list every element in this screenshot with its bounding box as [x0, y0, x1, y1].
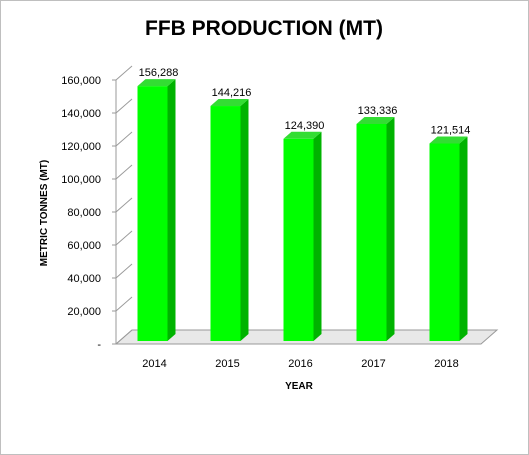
x-tick-label: 2016	[288, 358, 312, 370]
bar-side	[313, 131, 322, 341]
bars	[137, 79, 468, 341]
data-label: 133,336	[358, 105, 398, 117]
y-tick-label: 80,000	[67, 207, 101, 219]
y-tick-label: -	[97, 339, 101, 351]
data-label: 144,216	[212, 87, 252, 99]
bar-top	[283, 131, 322, 139]
y-tick-label: 120,000	[61, 141, 101, 153]
y-tick-mark	[115, 263, 133, 279]
bar-front	[137, 86, 168, 341]
data-label: 156,288	[139, 67, 179, 79]
bar-2015	[210, 99, 249, 341]
bar-side	[459, 136, 468, 341]
y-tick-mark	[115, 65, 133, 81]
bar-2018	[429, 136, 468, 341]
bar-side	[240, 99, 249, 341]
y-axis-label: METRIC TONNES (MT)	[39, 160, 50, 266]
y-tick-label: 40,000	[67, 273, 101, 285]
bar-top	[356, 116, 395, 124]
bar-side	[167, 79, 176, 341]
bar-top	[137, 79, 176, 87]
y-tick-label: 140,000	[61, 108, 101, 120]
bar-front	[356, 123, 387, 341]
y-tick-label: 60,000	[67, 240, 101, 252]
x-tick-label: 2018	[434, 358, 458, 370]
y-tick-mark	[115, 329, 133, 345]
x-axis-label: YEAR	[285, 381, 314, 392]
y-tick-mark	[115, 131, 133, 147]
bar-front	[429, 143, 460, 341]
data-label: 121,514	[431, 125, 471, 137]
bar-side	[386, 116, 395, 341]
y-tick-mark	[115, 197, 133, 213]
bar-top	[210, 99, 249, 107]
x-tick-label: 2017	[361, 358, 385, 370]
y-tick-label: 100,000	[61, 174, 101, 186]
bar-top	[429, 136, 468, 144]
x-tick-labels: 2014 2015 2016 2017 2018	[142, 358, 458, 370]
y-tick-mark	[115, 230, 133, 246]
bar-front	[210, 106, 241, 341]
y-tick-label: 160,000	[61, 75, 101, 87]
bar-front	[283, 138, 314, 341]
y-tick-label: 20,000	[67, 306, 101, 318]
x-tick-label: 2014	[142, 358, 166, 370]
y-tick-mark	[115, 296, 133, 312]
y-tick-labels: - 20,000 40,000 60,000 80,000 100,000 120,000 1…	[61, 65, 133, 351]
chart-title: FFB PRODUCTION (MT)	[145, 17, 383, 40]
data-labels: 156,288 144,216 124,390 133,336 121,514	[139, 67, 471, 136]
bar-2017	[356, 116, 395, 341]
x-tick-label: 2015	[215, 358, 239, 370]
bar-2014	[137, 79, 176, 341]
data-label: 124,390	[285, 120, 325, 132]
y-tick-mark	[115, 98, 133, 114]
y-tick-mark	[115, 164, 133, 180]
bar-2016	[283, 131, 322, 341]
